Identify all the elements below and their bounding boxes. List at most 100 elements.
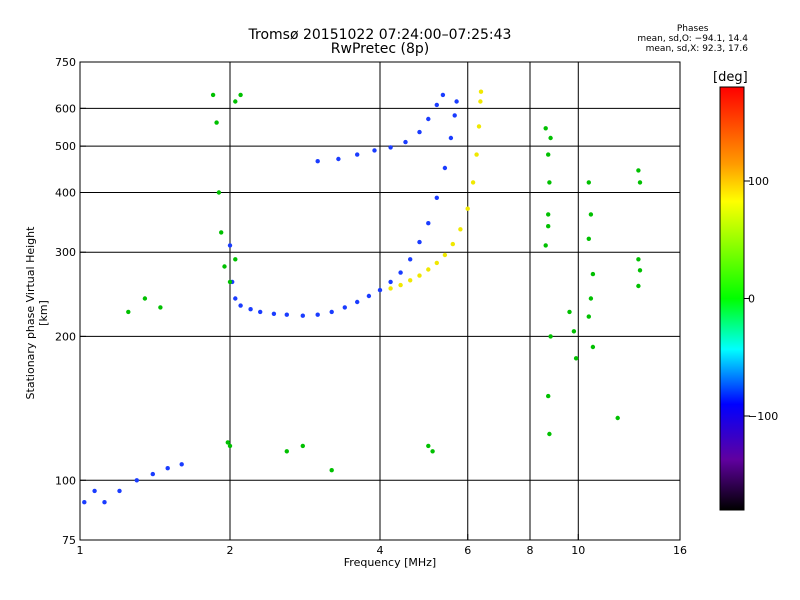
echo-point — [588, 212, 594, 217]
echo-point — [637, 268, 643, 273]
echo-point — [150, 471, 155, 477]
y-axis-label: Stationary phase Virtual Height [km] — [24, 226, 50, 400]
echo-point — [165, 466, 170, 471]
echo-point — [248, 307, 253, 312]
echo-point — [543, 243, 548, 248]
echo-point — [547, 431, 552, 437]
echo-point — [210, 92, 216, 98]
x-tick-label: 10 — [571, 544, 585, 557]
echo-point — [233, 296, 238, 301]
colorbar-unit: [deg] — [713, 70, 748, 85]
echo-point — [403, 139, 408, 145]
echo-point — [567, 309, 572, 315]
echo-point — [442, 252, 448, 258]
echo-point — [179, 462, 184, 467]
echo-point — [388, 145, 393, 150]
grid-lines — [80, 62, 680, 540]
echo-point — [546, 152, 551, 157]
x-tick-label: 1 — [77, 544, 84, 557]
echo-point — [546, 393, 551, 399]
echo-point — [336, 156, 341, 162]
colorbar-tick-label: −100 — [748, 410, 778, 423]
echo-points — [82, 89, 643, 505]
echo-point — [573, 356, 579, 361]
echo-point — [92, 488, 97, 494]
echo-point — [636, 168, 641, 173]
echo-point — [448, 135, 454, 141]
echo-point — [450, 241, 455, 247]
x-axis-label: Frequency [MHz] — [343, 556, 437, 569]
echo-point — [342, 305, 347, 310]
echo-point — [355, 152, 360, 157]
echo-point — [284, 312, 289, 317]
echo-point — [547, 180, 552, 185]
echo-point — [637, 180, 643, 185]
echo-point — [222, 264, 227, 269]
echo-point — [225, 440, 230, 445]
echo-point — [315, 312, 320, 317]
echo-point — [219, 230, 224, 235]
echo-point — [434, 102, 439, 108]
echo-point — [586, 180, 591, 185]
y-tick-label: 400 — [55, 186, 76, 199]
y-tick-label: 500 — [55, 140, 76, 153]
echo-point — [476, 124, 482, 129]
echo-point — [440, 92, 446, 98]
x-tick-label: 2 — [227, 544, 234, 557]
echo-point — [636, 257, 641, 262]
colorbar-ticks: 100 0 −100 — [744, 175, 778, 423]
axis-ticks: 1 2 4 6 8 10 16 75 100 200 300 400 500 600 750 — [55, 56, 687, 557]
chart-title: Tromsø 20151022 07:24:00–07:25:43 — [248, 27, 512, 43]
echo-point — [300, 313, 305, 318]
echo-point — [134, 478, 139, 483]
echo-point — [548, 135, 553, 141]
echo-point — [426, 443, 431, 449]
echo-point — [430, 449, 435, 454]
echo-point — [478, 89, 484, 94]
echo-point — [590, 271, 596, 277]
echo-point — [615, 415, 620, 421]
echo-point — [227, 279, 233, 285]
phase-stats-title: Phases — [676, 24, 709, 34]
echo-point — [398, 270, 403, 275]
echo-point — [233, 257, 238, 262]
echo-point — [329, 309, 334, 315]
echo-point — [126, 309, 131, 315]
y-tick-label: 600 — [55, 102, 76, 115]
echo-point — [388, 279, 393, 285]
y-tick-label: 200 — [55, 330, 76, 343]
phase-stats: Phases mean, sd,O: −94.1, 14.4 mean, sd,… — [637, 24, 748, 54]
echo-point — [300, 443, 305, 449]
x-tick-label: 16 — [673, 544, 687, 557]
echo-point — [434, 195, 439, 200]
echo-point — [355, 299, 360, 305]
echo-point — [454, 99, 459, 104]
y-tick-label: 300 — [55, 246, 76, 259]
echo-point — [452, 113, 457, 118]
colorbar — [719, 86, 745, 511]
echo-point — [372, 148, 377, 153]
echo-point — [426, 267, 431, 272]
echo-point — [478, 99, 483, 104]
echo-point — [417, 273, 422, 278]
echo-point — [82, 500, 87, 505]
echo-point — [271, 311, 277, 316]
echo-point — [388, 286, 393, 291]
echo-point — [408, 257, 413, 262]
echo-point — [238, 92, 243, 98]
echo-point — [546, 224, 551, 229]
x-tick-label: 6 — [464, 544, 471, 557]
x-tick-label: 8 — [527, 544, 534, 557]
echo-point — [214, 120, 219, 125]
echo-point — [408, 278, 413, 283]
echo-point — [586, 236, 591, 241]
echo-point — [636, 283, 641, 289]
y-tick-label: 750 — [55, 56, 76, 69]
echo-point — [465, 206, 470, 211]
echo-point — [590, 344, 596, 350]
echo-point — [233, 99, 238, 104]
echo-point — [158, 305, 163, 310]
echo-point — [142, 296, 148, 301]
chart-subtitle: RwPretec (8p) — [330, 41, 430, 57]
